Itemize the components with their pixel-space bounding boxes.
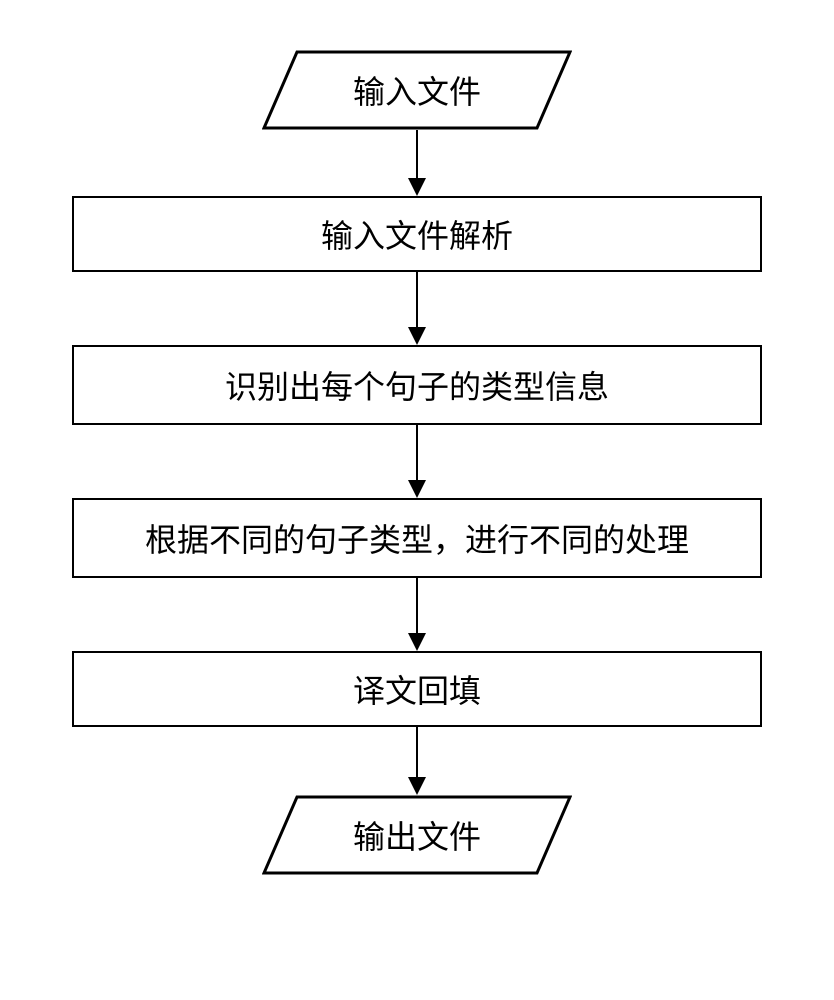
arrow bbox=[408, 425, 426, 498]
arrow bbox=[408, 727, 426, 795]
arrow bbox=[408, 272, 426, 345]
arrow-head bbox=[408, 327, 426, 345]
node-input-file: 输入文件 bbox=[262, 50, 572, 130]
arrow-line bbox=[416, 727, 418, 777]
node-fill-translation: 译文回填 bbox=[72, 651, 762, 727]
node-parse-input: 输入文件解析 bbox=[72, 196, 762, 272]
node-label: 输入文件 bbox=[353, 67, 481, 113]
arrow-head bbox=[408, 480, 426, 498]
node-output-file: 输出文件 bbox=[262, 795, 572, 875]
arrow bbox=[408, 578, 426, 651]
arrow-line bbox=[416, 425, 418, 480]
node-process-by-type: 根据不同的句子类型，进行不同的处理 bbox=[72, 498, 762, 578]
arrow-line bbox=[416, 272, 418, 327]
node-identify-type: 识别出每个句子的类型信息 bbox=[72, 345, 762, 425]
arrow-line bbox=[416, 578, 418, 633]
node-label: 输入文件解析 bbox=[321, 211, 513, 257]
node-label: 识别出每个句子的类型信息 bbox=[225, 362, 609, 408]
arrow-line bbox=[416, 130, 418, 178]
arrow-head bbox=[408, 777, 426, 795]
arrow-head bbox=[408, 633, 426, 651]
node-label: 译文回填 bbox=[353, 666, 481, 712]
flowchart-container: 输入文件 输入文件解析 识别出每个句子的类型信息 根据不同的句子类型，进行不同的… bbox=[72, 50, 762, 875]
arrow-head bbox=[408, 178, 426, 196]
node-label: 根据不同的句子类型，进行不同的处理 bbox=[145, 515, 689, 561]
arrow bbox=[408, 130, 426, 196]
node-label: 输出文件 bbox=[353, 812, 481, 858]
